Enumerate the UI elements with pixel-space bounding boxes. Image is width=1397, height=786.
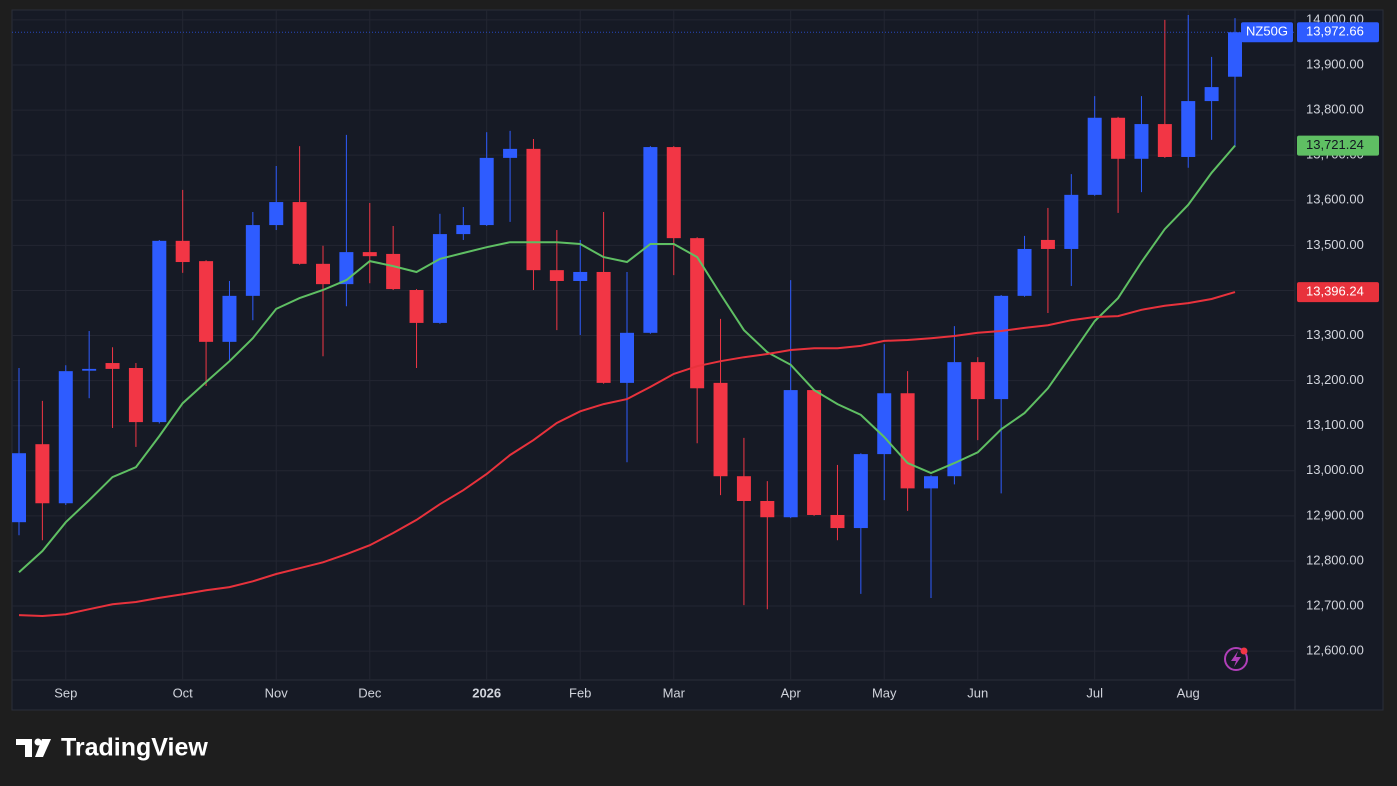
candle-body [526,148,541,271]
y-tick-label: 12,900.00 [1306,507,1364,522]
candle-body [1181,101,1196,157]
y-tick-label: 13,500.00 [1306,237,1364,252]
y-tick-label: 13,100.00 [1306,417,1364,432]
candle-body [690,238,705,389]
candle-body [152,240,167,423]
candle-body [386,253,401,290]
candle-body [82,368,97,371]
candle-body [1228,32,1242,77]
symbol-label: NZ50G [1246,24,1288,39]
candle-body [760,501,775,518]
plot [12,14,1295,618]
y-tick-label: 12,700.00 [1306,597,1364,612]
candle-body [643,147,658,333]
candle-body [736,476,751,502]
candle-body [105,363,120,369]
candle-body [620,332,634,383]
candle-body [924,476,938,489]
x-tick-label: Nov [265,685,289,700]
candle-body [58,371,73,504]
candle-body [970,362,985,400]
symbol-badge [1241,22,1293,43]
y-tick-label: 13,600.00 [1306,192,1364,207]
candle-body [830,514,845,529]
price-badge-label: 13,396.24 [1306,284,1364,299]
moving-average-line [18,291,1236,618]
x-tick-label: Feb [569,685,591,700]
price-badge-label: 13,972.66 [1306,24,1364,39]
candle-body [1017,248,1032,296]
candle-body [362,252,377,257]
x-tick-label: Apr [781,685,802,700]
candle-body [1134,124,1149,159]
candle-body [1111,117,1126,159]
price-badge-label: 13,721.24 [1306,137,1364,152]
candle-body [222,295,237,342]
candle-body [456,225,471,235]
candle-body [807,390,822,515]
candle-body [199,261,214,342]
candle-body [877,393,892,455]
candle-body [947,362,962,477]
candle-body [1157,124,1172,157]
y-tick-label: 12,600.00 [1306,643,1364,658]
brand-logo [16,738,51,757]
price-badge [1297,22,1379,43]
candle-body [245,225,260,296]
y-tick-label: 13,300.00 [1306,327,1364,342]
candle-body [853,454,868,529]
candle-body [409,289,424,323]
y-tick-label: 12,800.00 [1306,552,1364,567]
candle-body [432,234,447,323]
y-tick-label: 13,200.00 [1306,372,1364,387]
x-tick-label: 2026 [472,685,501,700]
x-tick-label: Oct [173,685,194,700]
candle-body [12,453,26,523]
candle-body [549,270,564,281]
candle-body [269,202,284,226]
brand-name: TradingView [61,734,208,762]
candle-body [175,240,190,263]
x-tick-label: Jul [1086,685,1103,700]
candle-body [1064,194,1079,249]
candle-body [128,367,143,423]
x-tick-label: Jun [967,685,988,700]
y-tick-label: 13,900.00 [1306,56,1364,71]
x-tick-label: Dec [358,685,382,700]
candle-body [596,271,611,383]
candle-body [713,382,728,477]
candle-body [1087,117,1102,195]
candle-body [1040,239,1055,249]
candle-body [503,148,518,158]
candle-body [292,202,307,264]
candle-body [994,295,1009,400]
x-tick-label: Aug [1177,685,1200,700]
x-tick-label: Sep [54,685,77,700]
candle-body [1204,87,1219,102]
candle-body [316,263,330,285]
price-badge [1297,135,1379,156]
y-tick-label: 13,000.00 [1306,462,1364,477]
candle-body [573,271,588,281]
price-badge [1297,282,1379,303]
y-tick-label: 13,800.00 [1306,102,1364,117]
candle-body [35,444,50,504]
alert-icon[interactable] [1224,647,1248,671]
moving-average-line [18,144,1236,573]
x-tick-label: May [872,685,897,700]
x-tick-label: Mar [663,685,686,700]
axis: 12,600.00 12,700.00 12,800.00 12,900.00 13,0… [54,11,1379,700]
candle-body [479,157,494,226]
candle-body [666,147,681,239]
candle-body [900,393,915,489]
candle-body [783,390,798,518]
